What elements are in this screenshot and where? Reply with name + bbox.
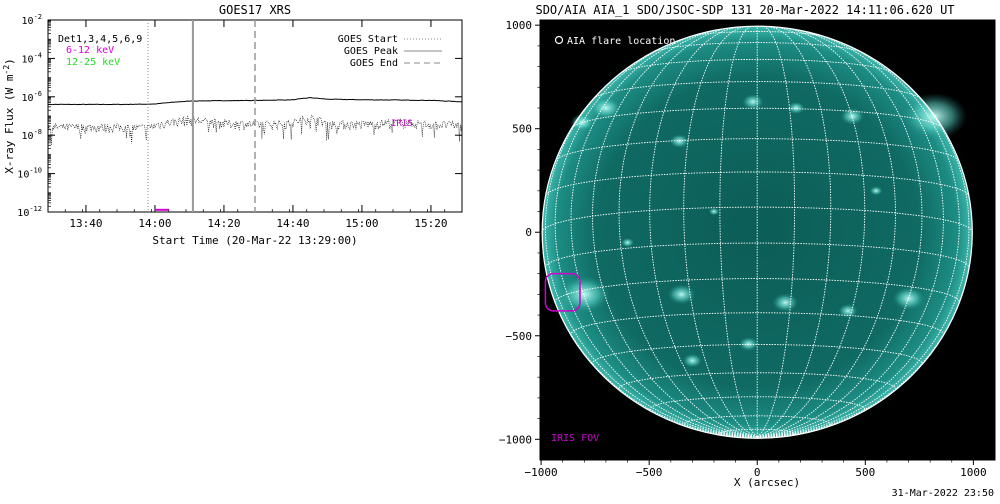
legend-12-25kev: 12-25 keV	[66, 57, 120, 68]
aia-x-tick-label: 0	[754, 466, 761, 479]
grid-line	[757, 28, 923, 438]
grid-line	[618, 372, 896, 391]
grid-line	[618, 27, 758, 438]
grid-line	[719, 428, 796, 437]
legend-6-12kev: 6-12 keV	[66, 45, 114, 56]
legend-goes-peak: GOES Peak	[344, 46, 398, 57]
grid-line	[545, 171, 970, 196]
active-region	[772, 293, 799, 312]
aia-y-tick-label: 0	[525, 226, 532, 239]
grid-line	[757, 27, 896, 438]
active-region	[738, 337, 759, 352]
goes-x-tick-label: 15:20	[414, 217, 447, 230]
legend-goes-start: GOES Start	[338, 34, 398, 45]
aia-131-image: SDO/AIA AIA_1 SDO/JSOC-SDP 131 20-Mar-20…	[499, 3, 996, 489]
goes-x-tick-label: 13:40	[69, 217, 102, 230]
active-region	[742, 94, 764, 110]
legend-detectors: Det1,3,4,5,6,9	[58, 34, 142, 45]
solar-disk-body	[542, 26, 973, 439]
active-region	[669, 134, 690, 149]
grid-line	[555, 138, 960, 162]
aia-title: SDO/AIA AIA_1 SDO/JSOC-SDP 131 20-Mar-20…	[535, 3, 954, 17]
aia-image-panel: SDO/AIA AIA_1 SDO/JSOC-SDP 131 20-Mar-20…	[490, 0, 1000, 500]
solar-disk	[540, 20, 983, 449]
goes-y-tick-label: 10-4	[22, 51, 42, 65]
grid-line	[653, 42, 862, 53]
aia-x-tick-label: −1000	[525, 466, 558, 479]
goes-y-ticks: 10-12 10-10 10-8 10-6 10-4 10-2	[17, 13, 462, 219]
grid-line	[544, 242, 970, 268]
goes-y-tick-label: 10-10	[17, 167, 42, 181]
grid-line	[719, 25, 758, 438]
goes-x-tick-label: 14:00	[138, 217, 171, 230]
active-region	[840, 107, 865, 125]
grid-line	[649, 26, 758, 438]
aia-legend-text: AIA flare location	[567, 36, 675, 47]
aia-y-tick-label: 500	[512, 123, 532, 136]
legend-goes-end: GOES End	[350, 58, 398, 69]
goes-y-axis-label: X-ray Flux (W m-2)	[2, 58, 16, 174]
heliographic-grid	[541, 25, 973, 439]
iris-fov-label: IRIS FOV	[551, 433, 599, 444]
iris-fov-rectangle	[544, 272, 581, 312]
grid-line	[570, 31, 758, 438]
active-region	[708, 207, 720, 216]
aia-x-tick-label: 1000	[960, 466, 987, 479]
grid-line	[757, 31, 944, 438]
grid-line	[683, 26, 758, 438]
goes-x-tick-label: 14:40	[276, 217, 309, 230]
grid-line	[571, 107, 943, 129]
goes-x-axis-label: Start Time (20-Mar-22 13:29:00)	[152, 234, 357, 247]
active-region	[682, 353, 703, 368]
aia-x-tick-label: 500	[855, 466, 875, 479]
active-region	[787, 101, 805, 115]
aia-x-axis-label: X (arcsec)	[734, 476, 800, 489]
goes-y-tick-label: 10-2	[22, 13, 42, 27]
grid-line	[757, 26, 866, 438]
grid-line	[649, 396, 866, 413]
goes-xrs-plot: GOES17 XRS 10-12 10-10 10-8 10-6 10-4 10-2 13…	[2, 3, 463, 247]
grid-line	[544, 63, 758, 438]
aia-y-tick-label: 1000	[506, 19, 533, 32]
aia-flare-location-marker-icon	[554, 35, 564, 45]
active-region	[667, 284, 696, 305]
goes-x-tick-label: 14:20	[207, 217, 240, 230]
grid-line	[683, 415, 832, 428]
goes-x-ticks: 13:40 14:00 14:20 14:40 15:00 15:20	[47, 20, 463, 230]
aia-plot-frame	[539, 19, 996, 461]
grid-line	[757, 37, 960, 438]
aia-y-tick-label: −1000	[499, 433, 532, 446]
grid-line	[554, 37, 758, 438]
grid-line	[757, 26, 832, 438]
active-region	[590, 97, 622, 119]
iris-timeline-label: IRIS	[391, 119, 413, 129]
grid-line	[620, 58, 895, 74]
goes-y-tick-label: 10-6	[22, 90, 42, 104]
aia-x-tick-label: −500	[636, 466, 663, 479]
grid-line	[757, 63, 970, 438]
aia-y-tick-label: −500	[506, 330, 533, 343]
goes-event-markers	[147, 20, 256, 212]
goes-title: GOES17 XRS	[219, 3, 291, 17]
solar-limb	[541, 25, 973, 439]
iris-fov-box	[544, 272, 581, 312]
goes-xrs-chart: GOES17 XRS 10-12 10-10 10-8 10-6 10-4 10-2 13…	[0, 0, 470, 270]
grid-line	[756, 25, 796, 438]
goes-x-tick-label: 15:00	[345, 217, 378, 230]
grid-line	[592, 28, 758, 438]
active-region	[621, 237, 635, 248]
aia-axis-ticks: −1000 −500 0 500 1000 −1000 −500 0 500 1000	[499, 19, 996, 479]
timestamp-footer: 31-Mar-2022 23:50	[891, 488, 994, 499]
active-region	[869, 186, 883, 196]
goes-y-tick-label: 10-12	[17, 205, 42, 219]
goes-y-tick-label: 10-8	[22, 128, 42, 142]
